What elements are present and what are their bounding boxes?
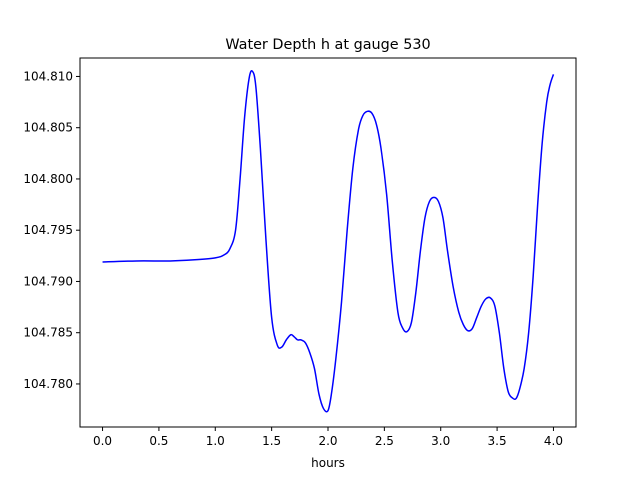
x-tick-label: 2.0 bbox=[318, 434, 337, 448]
x-tick-label: 1.0 bbox=[206, 434, 225, 448]
y-tick-label: 104.800 bbox=[23, 172, 73, 186]
x-axis-label: hours bbox=[311, 456, 345, 470]
x-tick-label: 3.0 bbox=[431, 434, 450, 448]
series-line-water-depth bbox=[102, 70, 555, 413]
y-tick-label: 104.785 bbox=[23, 326, 73, 340]
x-tick-label: 4.0 bbox=[544, 434, 563, 448]
x-tick-label: 2.5 bbox=[375, 434, 394, 448]
y-tick-label: 104.780 bbox=[23, 377, 73, 391]
y-tick-label: 104.810 bbox=[23, 69, 73, 83]
x-tick-label: 3.5 bbox=[488, 434, 507, 448]
chart-title: Water Depth h at gauge 530 bbox=[225, 37, 430, 53]
x-tick-label: 0.5 bbox=[149, 434, 168, 448]
x-tick-label: 1.5 bbox=[262, 434, 281, 448]
plot-area: 0.0 0.5 1.0 1.5 2.0 2.5 3.0 3.5 4.0 104.780104.7… bbox=[23, 57, 577, 448]
x-axis: 0.0 0.5 1.0 1.5 2.0 2.5 3.0 3.5 4.0 bbox=[93, 427, 563, 448]
y-tick-label: 104.795 bbox=[23, 223, 73, 237]
y-axis: 104.780 104.785 104.790 104.795 104.800 104.8… bbox=[23, 69, 80, 391]
y-tick-label: 104.790 bbox=[23, 274, 73, 288]
series-layer bbox=[102, 70, 555, 413]
x-tick-label: 0.0 bbox=[93, 434, 112, 448]
plot-frame bbox=[79, 57, 577, 428]
y-tick-label: 104.805 bbox=[23, 121, 73, 135]
